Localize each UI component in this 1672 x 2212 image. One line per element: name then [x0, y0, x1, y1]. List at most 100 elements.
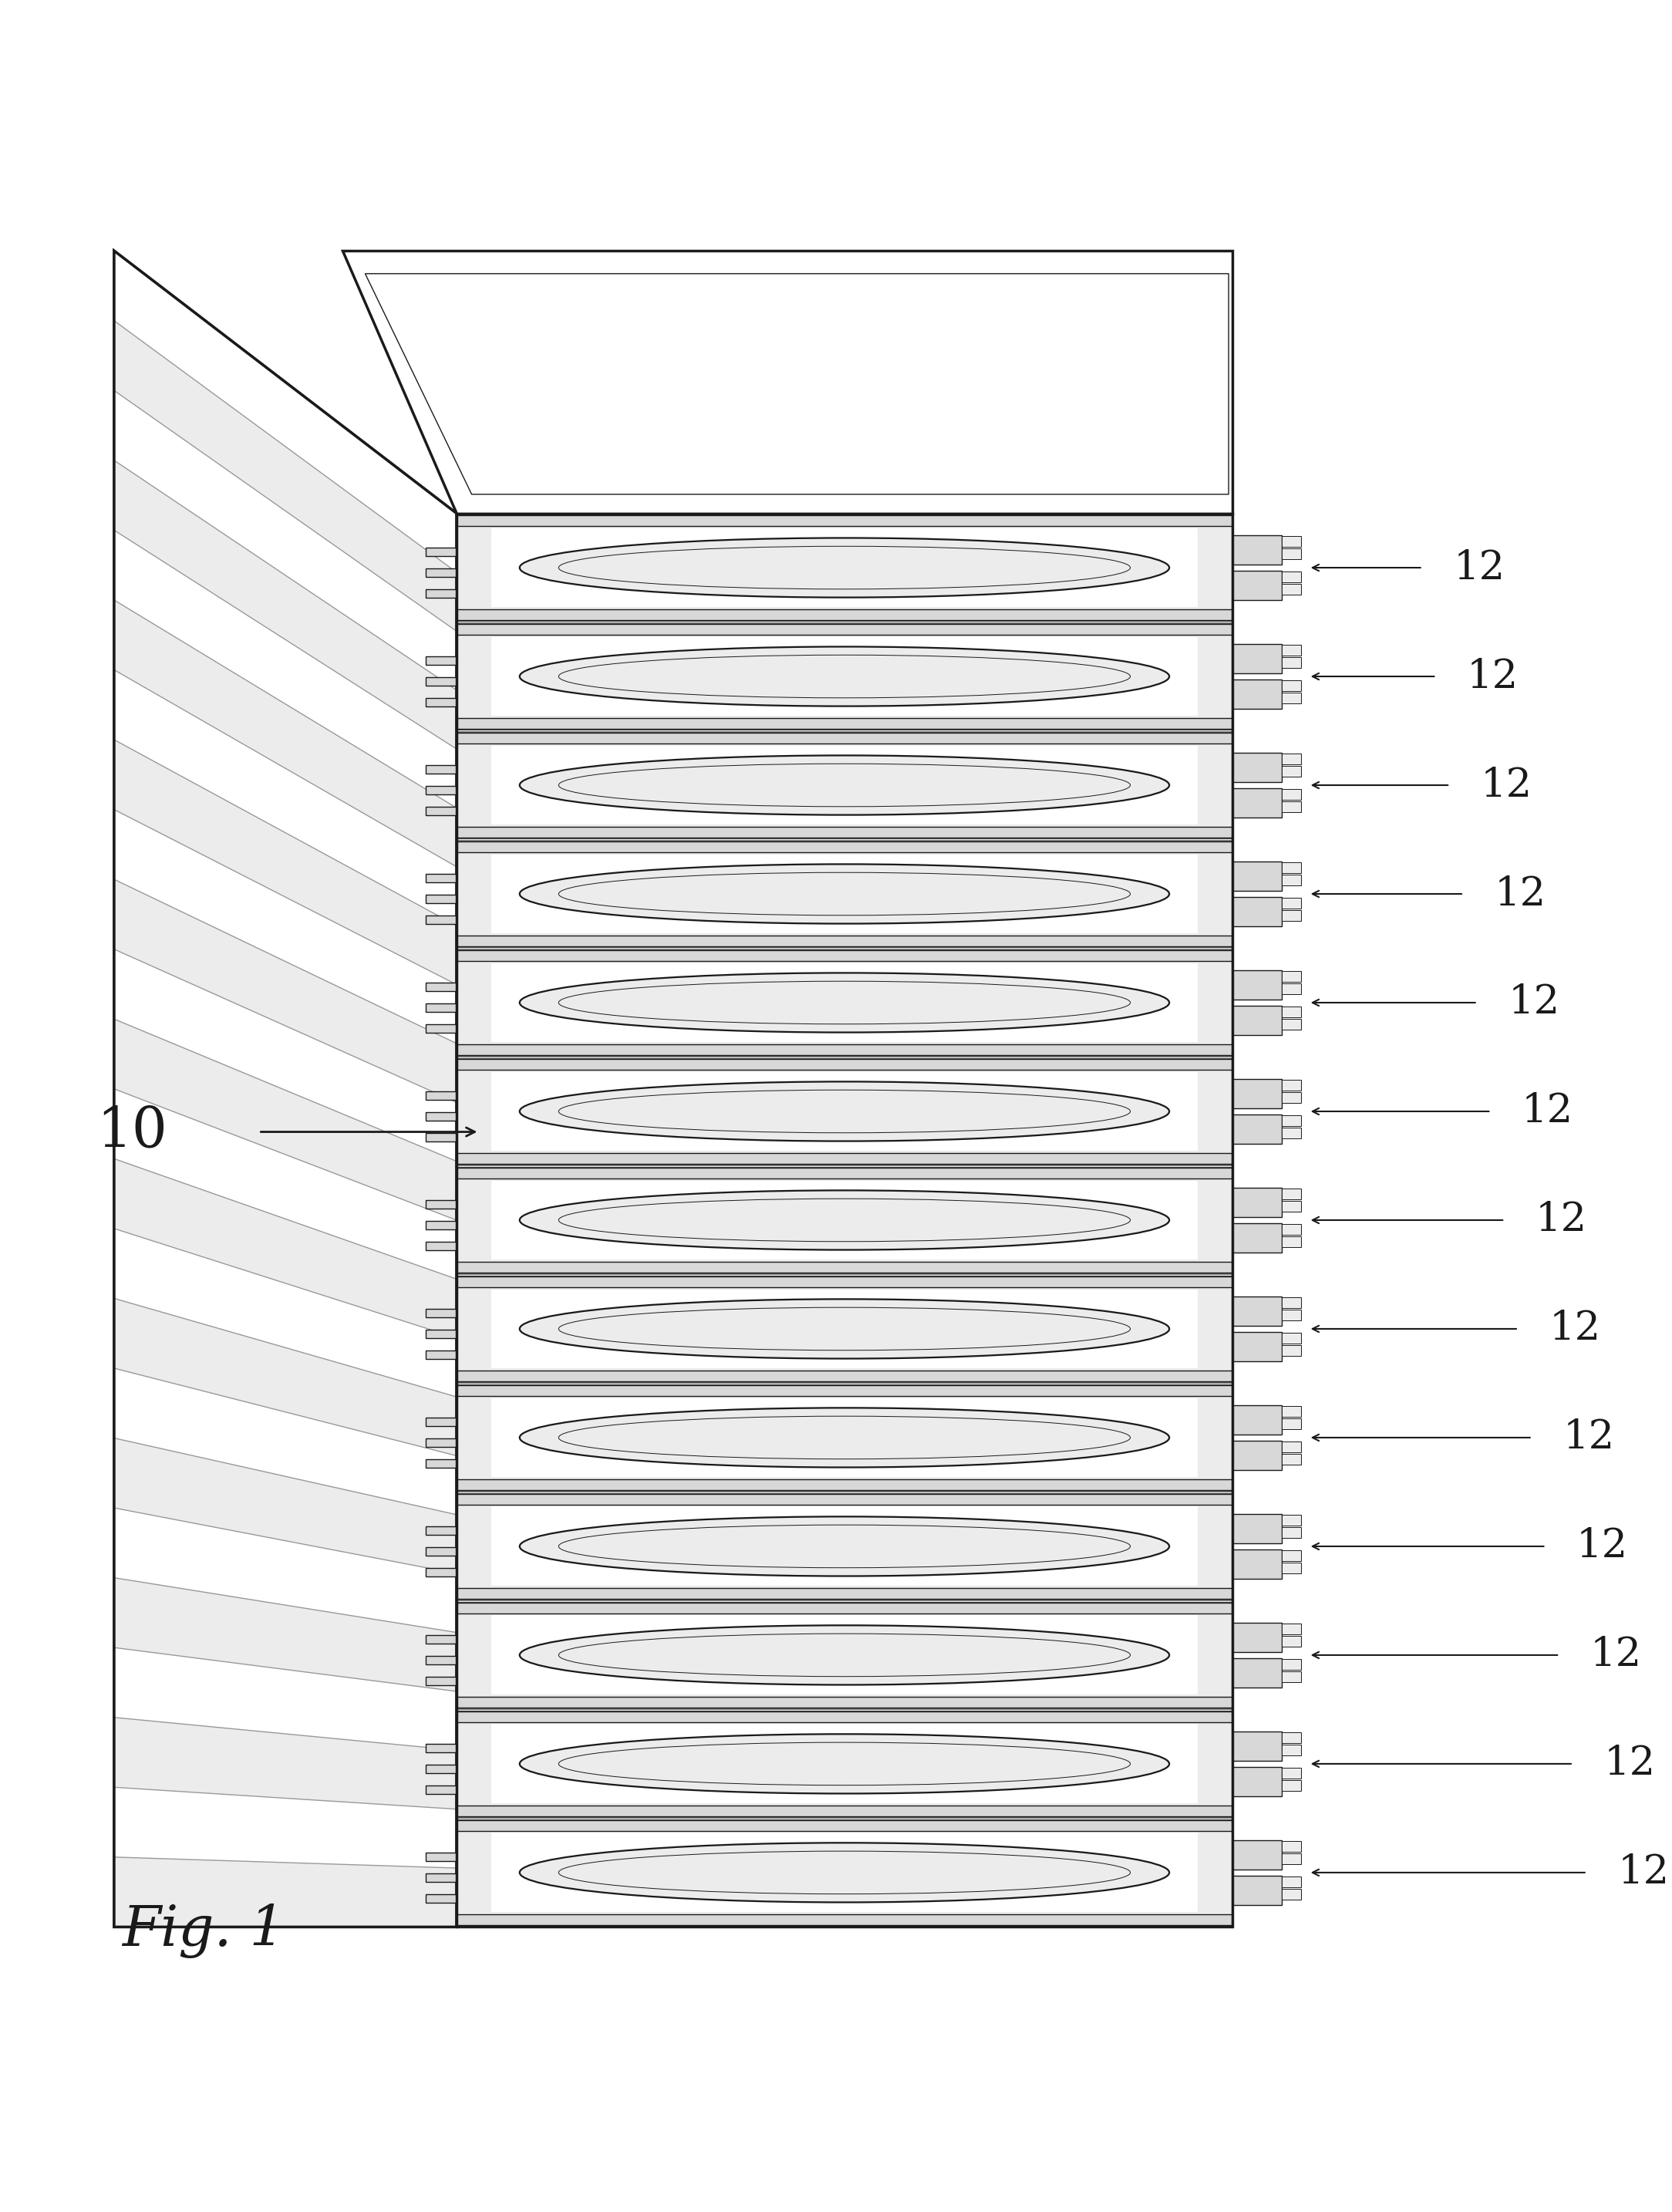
PathPatch shape: [426, 1091, 456, 1099]
PathPatch shape: [492, 1290, 1197, 1369]
PathPatch shape: [1282, 1876, 1301, 1887]
PathPatch shape: [1232, 1079, 1282, 1108]
PathPatch shape: [114, 1020, 456, 1221]
PathPatch shape: [114, 670, 456, 925]
PathPatch shape: [1282, 571, 1301, 582]
Ellipse shape: [520, 1082, 1169, 1141]
PathPatch shape: [114, 1787, 456, 1867]
PathPatch shape: [456, 1588, 1232, 1599]
PathPatch shape: [1282, 1732, 1301, 1743]
PathPatch shape: [426, 568, 456, 577]
PathPatch shape: [456, 611, 1232, 619]
Ellipse shape: [520, 1734, 1169, 1794]
PathPatch shape: [456, 827, 1232, 838]
PathPatch shape: [1232, 787, 1282, 818]
PathPatch shape: [114, 949, 456, 1161]
PathPatch shape: [1282, 754, 1301, 765]
PathPatch shape: [1232, 1624, 1282, 1652]
PathPatch shape: [456, 1060, 1232, 1071]
PathPatch shape: [492, 1506, 1197, 1586]
PathPatch shape: [456, 1493, 1232, 1504]
PathPatch shape: [1282, 1781, 1301, 1792]
Text: 12: 12: [1590, 1635, 1642, 1674]
PathPatch shape: [426, 1460, 456, 1469]
Ellipse shape: [520, 973, 1169, 1033]
Text: 12: 12: [1495, 874, 1547, 914]
PathPatch shape: [114, 531, 456, 807]
PathPatch shape: [1282, 657, 1301, 668]
PathPatch shape: [1282, 1223, 1301, 1234]
PathPatch shape: [426, 1854, 456, 1860]
PathPatch shape: [456, 624, 1232, 635]
PathPatch shape: [1282, 1296, 1301, 1307]
PathPatch shape: [426, 1418, 456, 1427]
Text: 12: 12: [1508, 982, 1560, 1022]
PathPatch shape: [456, 951, 1232, 1055]
Text: 12: 12: [1617, 1854, 1669, 1891]
PathPatch shape: [426, 1243, 456, 1250]
PathPatch shape: [1232, 535, 1282, 564]
PathPatch shape: [1282, 1453, 1301, 1464]
PathPatch shape: [492, 529, 1197, 608]
PathPatch shape: [456, 1168, 1232, 1272]
Text: 12: 12: [1563, 1418, 1615, 1458]
PathPatch shape: [114, 1088, 456, 1279]
PathPatch shape: [114, 250, 456, 573]
Ellipse shape: [520, 1298, 1169, 1358]
PathPatch shape: [456, 1261, 1232, 1272]
PathPatch shape: [456, 1697, 1232, 1708]
Text: 12: 12: [1577, 1526, 1629, 1566]
PathPatch shape: [1232, 644, 1282, 672]
PathPatch shape: [1282, 1020, 1301, 1031]
PathPatch shape: [1282, 1093, 1301, 1104]
PathPatch shape: [1282, 1006, 1301, 1018]
PathPatch shape: [1282, 1551, 1301, 1562]
PathPatch shape: [456, 1913, 1232, 1924]
PathPatch shape: [456, 936, 1232, 947]
PathPatch shape: [456, 1712, 1232, 1723]
PathPatch shape: [114, 1717, 456, 1809]
PathPatch shape: [1282, 1562, 1301, 1573]
PathPatch shape: [1282, 692, 1301, 703]
PathPatch shape: [114, 1648, 456, 1750]
PathPatch shape: [1232, 571, 1282, 599]
PathPatch shape: [456, 732, 1232, 743]
PathPatch shape: [114, 1228, 456, 1396]
PathPatch shape: [1282, 1840, 1301, 1851]
PathPatch shape: [426, 549, 456, 555]
PathPatch shape: [114, 1577, 456, 1692]
PathPatch shape: [492, 1181, 1197, 1261]
PathPatch shape: [456, 843, 1232, 852]
PathPatch shape: [1282, 1670, 1301, 1681]
Text: Fig. 1: Fig. 1: [122, 1902, 284, 1958]
PathPatch shape: [1282, 1115, 1301, 1126]
PathPatch shape: [1282, 1310, 1301, 1321]
PathPatch shape: [426, 1568, 456, 1577]
PathPatch shape: [114, 460, 456, 750]
PathPatch shape: [426, 807, 456, 816]
PathPatch shape: [492, 1398, 1197, 1478]
PathPatch shape: [1282, 1418, 1301, 1429]
PathPatch shape: [1232, 1115, 1282, 1144]
PathPatch shape: [456, 732, 1232, 838]
PathPatch shape: [426, 1874, 456, 1882]
PathPatch shape: [1282, 1201, 1301, 1212]
PathPatch shape: [426, 1133, 456, 1141]
PathPatch shape: [1282, 1345, 1301, 1356]
PathPatch shape: [1232, 1296, 1282, 1325]
Text: 12: 12: [1453, 549, 1505, 588]
Text: 12: 12: [1603, 1743, 1655, 1783]
PathPatch shape: [426, 916, 456, 925]
PathPatch shape: [426, 1438, 456, 1447]
PathPatch shape: [456, 719, 1232, 728]
PathPatch shape: [1282, 1659, 1301, 1670]
PathPatch shape: [114, 1159, 456, 1338]
PathPatch shape: [1232, 1332, 1282, 1360]
PathPatch shape: [1282, 584, 1301, 595]
PathPatch shape: [456, 1276, 1232, 1380]
PathPatch shape: [426, 1765, 456, 1774]
PathPatch shape: [426, 1352, 456, 1358]
PathPatch shape: [426, 896, 456, 902]
PathPatch shape: [492, 745, 1197, 825]
Text: 12: 12: [1548, 1310, 1600, 1349]
